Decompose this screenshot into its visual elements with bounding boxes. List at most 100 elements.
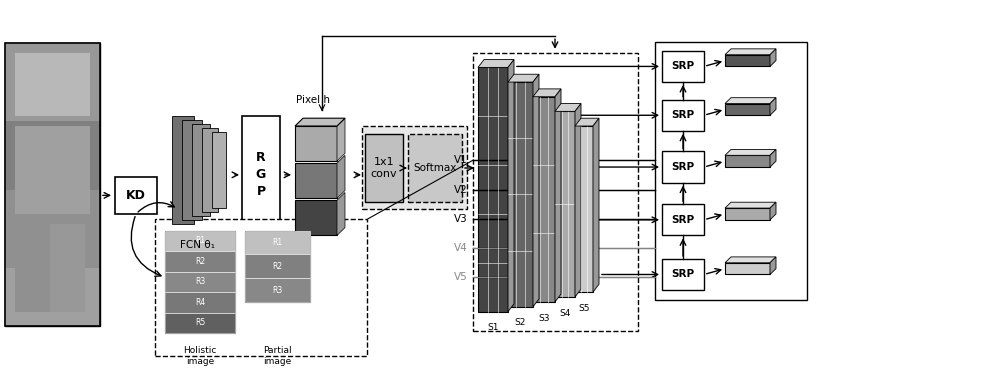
Polygon shape [295,118,345,126]
Text: SRP: SRP [671,61,695,72]
Text: R1: R1 [272,238,283,247]
Text: Softmax: Softmax [413,163,457,173]
Polygon shape [508,74,539,82]
Text: R
G
P: R G P [256,151,266,199]
Polygon shape [478,59,514,68]
Text: Pixel h: Pixel h [296,94,330,104]
Bar [725,55,770,66]
Bar [508,82,533,307]
Bar [295,200,337,235]
FancyBboxPatch shape [362,126,467,209]
Bar [15,53,90,116]
Text: S5: S5 [578,304,590,313]
FancyBboxPatch shape [242,116,280,234]
Bar [165,231,235,333]
Text: SRP: SRP [671,215,695,225]
Text: V1: V1 [454,155,468,165]
Bar [15,224,50,311]
Polygon shape [172,116,194,224]
Polygon shape [337,155,345,198]
FancyBboxPatch shape [662,100,704,131]
Text: KD: KD [126,189,146,202]
Polygon shape [212,132,226,208]
FancyBboxPatch shape [115,177,157,214]
Polygon shape [725,257,776,263]
Bar [725,208,770,220]
Bar [5,190,100,268]
Polygon shape [725,202,776,208]
Text: 👤: 👤 [41,166,64,204]
Polygon shape [182,120,202,220]
Text: SRP: SRP [671,269,695,279]
Text: SRP: SRP [671,110,695,120]
FancyBboxPatch shape [155,219,367,356]
Text: R2: R2 [195,257,205,266]
Bar [165,231,235,251]
Polygon shape [770,202,776,220]
Polygon shape [725,49,776,55]
Polygon shape [337,193,345,235]
Bar [575,126,593,292]
Polygon shape [555,89,561,302]
Text: Holistic
image: Holistic image [183,346,217,366]
Polygon shape [337,118,345,161]
Bar [725,263,770,275]
FancyBboxPatch shape [662,151,704,183]
Text: FCN θ₁: FCN θ₁ [180,240,214,250]
Polygon shape [770,49,776,66]
Text: R2: R2 [272,262,283,271]
Bar [245,231,310,255]
Text: SRP: SRP [671,162,695,172]
Polygon shape [575,118,599,126]
Bar [50,224,85,311]
Bar [245,278,310,302]
Bar [245,255,310,278]
Bar [478,68,508,311]
Polygon shape [725,98,776,104]
Text: R3: R3 [195,277,205,286]
FancyBboxPatch shape [662,51,704,82]
Bar [725,155,770,167]
Text: R1: R1 [195,236,205,245]
Bar [5,121,100,190]
Text: S2: S2 [515,318,526,327]
Bar [295,126,337,161]
Bar [165,272,235,292]
Bar [533,97,555,302]
Text: Partial
image: Partial image [263,346,292,366]
Bar [5,43,100,326]
Text: S4: S4 [559,309,571,318]
Bar [725,104,770,115]
Polygon shape [192,124,210,216]
Text: S1: S1 [487,323,499,332]
Bar [295,163,337,198]
Bar [165,251,235,272]
Bar [15,126,90,214]
Bar [245,231,310,302]
Bar [5,43,100,326]
Polygon shape [202,128,218,212]
Polygon shape [725,149,776,155]
Polygon shape [533,74,539,307]
Text: 1x1
conv: 1x1 conv [371,157,397,179]
Bar [555,111,575,297]
Bar [5,43,100,121]
Polygon shape [555,104,581,111]
Text: V4: V4 [454,243,468,253]
Polygon shape [593,118,599,292]
FancyBboxPatch shape [662,204,704,235]
Text: V2: V2 [454,184,468,194]
Text: V3: V3 [454,214,468,224]
FancyBboxPatch shape [662,259,704,290]
Polygon shape [533,89,561,97]
Polygon shape [770,257,776,275]
Text: V5: V5 [454,272,468,282]
Polygon shape [508,59,514,311]
Text: S3: S3 [538,314,550,323]
Bar [5,268,100,326]
Bar [165,313,235,333]
Polygon shape [770,98,776,115]
FancyBboxPatch shape [365,134,403,202]
FancyBboxPatch shape [408,134,462,202]
Text: R4: R4 [195,298,205,307]
